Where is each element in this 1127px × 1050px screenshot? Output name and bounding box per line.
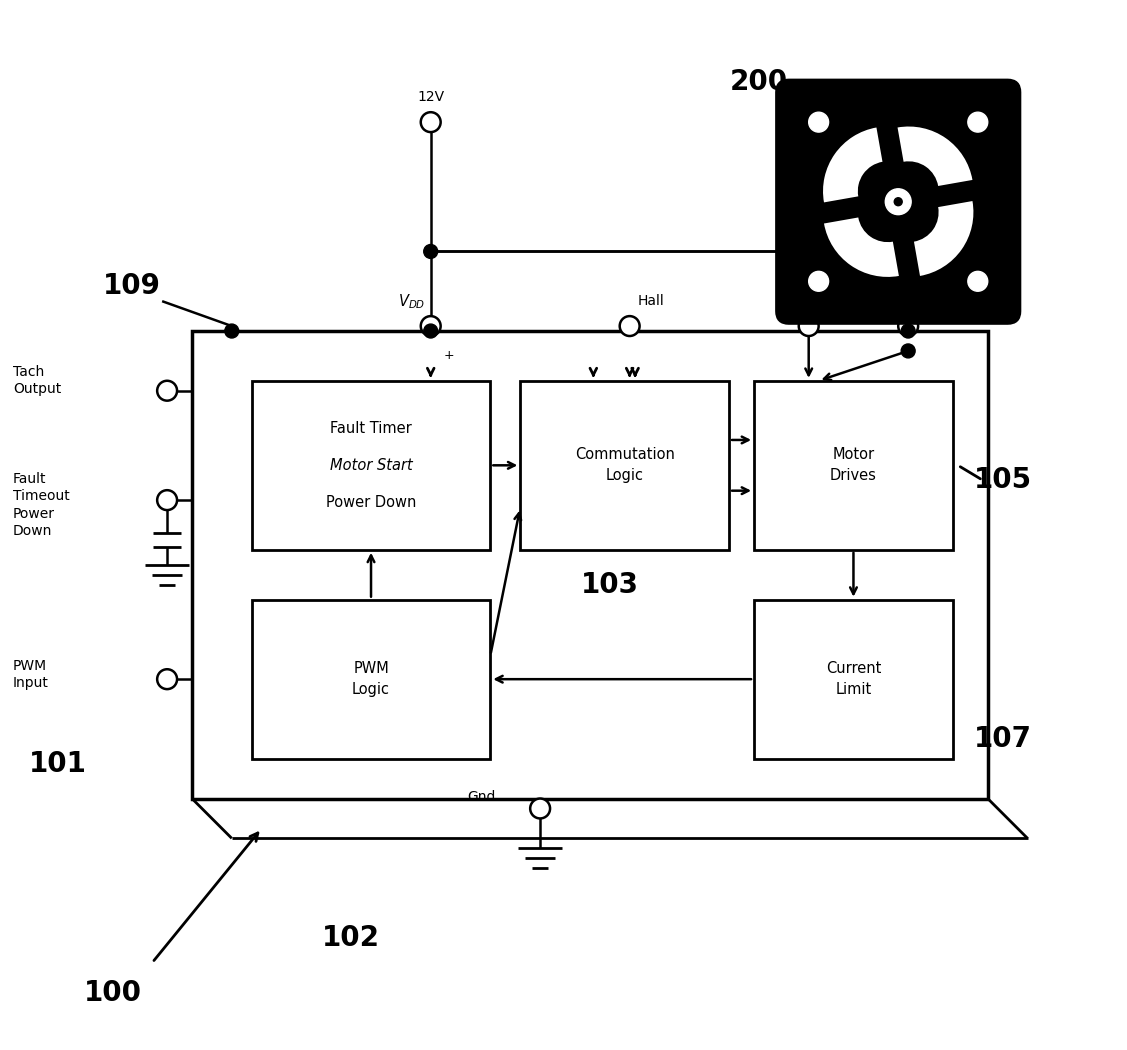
Circle shape <box>424 324 437 338</box>
Bar <box>754 600 953 759</box>
Circle shape <box>530 799 550 818</box>
Circle shape <box>224 324 239 338</box>
Text: 101: 101 <box>29 750 87 778</box>
Circle shape <box>886 189 911 214</box>
Text: Current
Limit: Current Limit <box>826 662 881 697</box>
Circle shape <box>620 316 640 336</box>
Text: Fault Timer: Fault Timer <box>330 421 411 436</box>
FancyBboxPatch shape <box>777 81 1020 323</box>
Text: Motor
Drives: Motor Drives <box>829 447 877 483</box>
Circle shape <box>157 381 177 401</box>
Circle shape <box>809 271 828 291</box>
Circle shape <box>801 245 816 258</box>
Circle shape <box>894 197 903 206</box>
Circle shape <box>898 316 919 336</box>
Text: Fault
Timeout
Power
Down: Fault Timeout Power Down <box>12 472 70 538</box>
Text: 12V: 12V <box>417 90 444 104</box>
Circle shape <box>902 245 915 258</box>
Text: 200: 200 <box>730 68 788 97</box>
Text: Motor Start: Motor Start <box>330 458 412 472</box>
Wedge shape <box>823 127 882 203</box>
Text: 100: 100 <box>83 979 141 1007</box>
Text: Ø2: Ø2 <box>898 294 919 309</box>
Text: 109: 109 <box>104 272 161 300</box>
Circle shape <box>968 271 987 291</box>
Text: 107: 107 <box>974 724 1031 753</box>
Circle shape <box>902 344 915 358</box>
Bar <box>251 381 490 550</box>
Circle shape <box>157 490 177 510</box>
Text: 102: 102 <box>322 924 380 951</box>
Text: 105: 105 <box>974 466 1031 495</box>
Bar <box>521 381 729 550</box>
Text: Gnd: Gnd <box>467 790 496 803</box>
Text: Power Down: Power Down <box>326 495 416 510</box>
Wedge shape <box>824 217 899 277</box>
Circle shape <box>424 245 437 258</box>
Circle shape <box>420 112 441 132</box>
Text: Tach
Output: Tach Output <box>12 365 61 397</box>
Bar <box>754 381 953 550</box>
Text: $V_{DD}$: $V_{DD}$ <box>399 292 426 311</box>
Circle shape <box>902 324 915 338</box>
Text: Ø1: Ø1 <box>799 294 818 309</box>
Wedge shape <box>914 201 974 276</box>
Text: +: + <box>444 350 454 362</box>
Circle shape <box>809 112 828 132</box>
Bar <box>192 331 987 799</box>
Text: Hall: Hall <box>638 294 664 309</box>
Text: 103: 103 <box>580 571 639 598</box>
Circle shape <box>968 112 987 132</box>
Circle shape <box>420 316 441 336</box>
Text: PWM
Logic: PWM Logic <box>352 662 390 697</box>
Circle shape <box>799 316 818 336</box>
Text: PWM
Input: PWM Input <box>12 658 48 690</box>
Circle shape <box>877 180 920 224</box>
Text: Commutation
Logic: Commutation Logic <box>575 447 675 483</box>
Circle shape <box>157 669 177 689</box>
Wedge shape <box>897 126 973 186</box>
Bar <box>251 600 490 759</box>
